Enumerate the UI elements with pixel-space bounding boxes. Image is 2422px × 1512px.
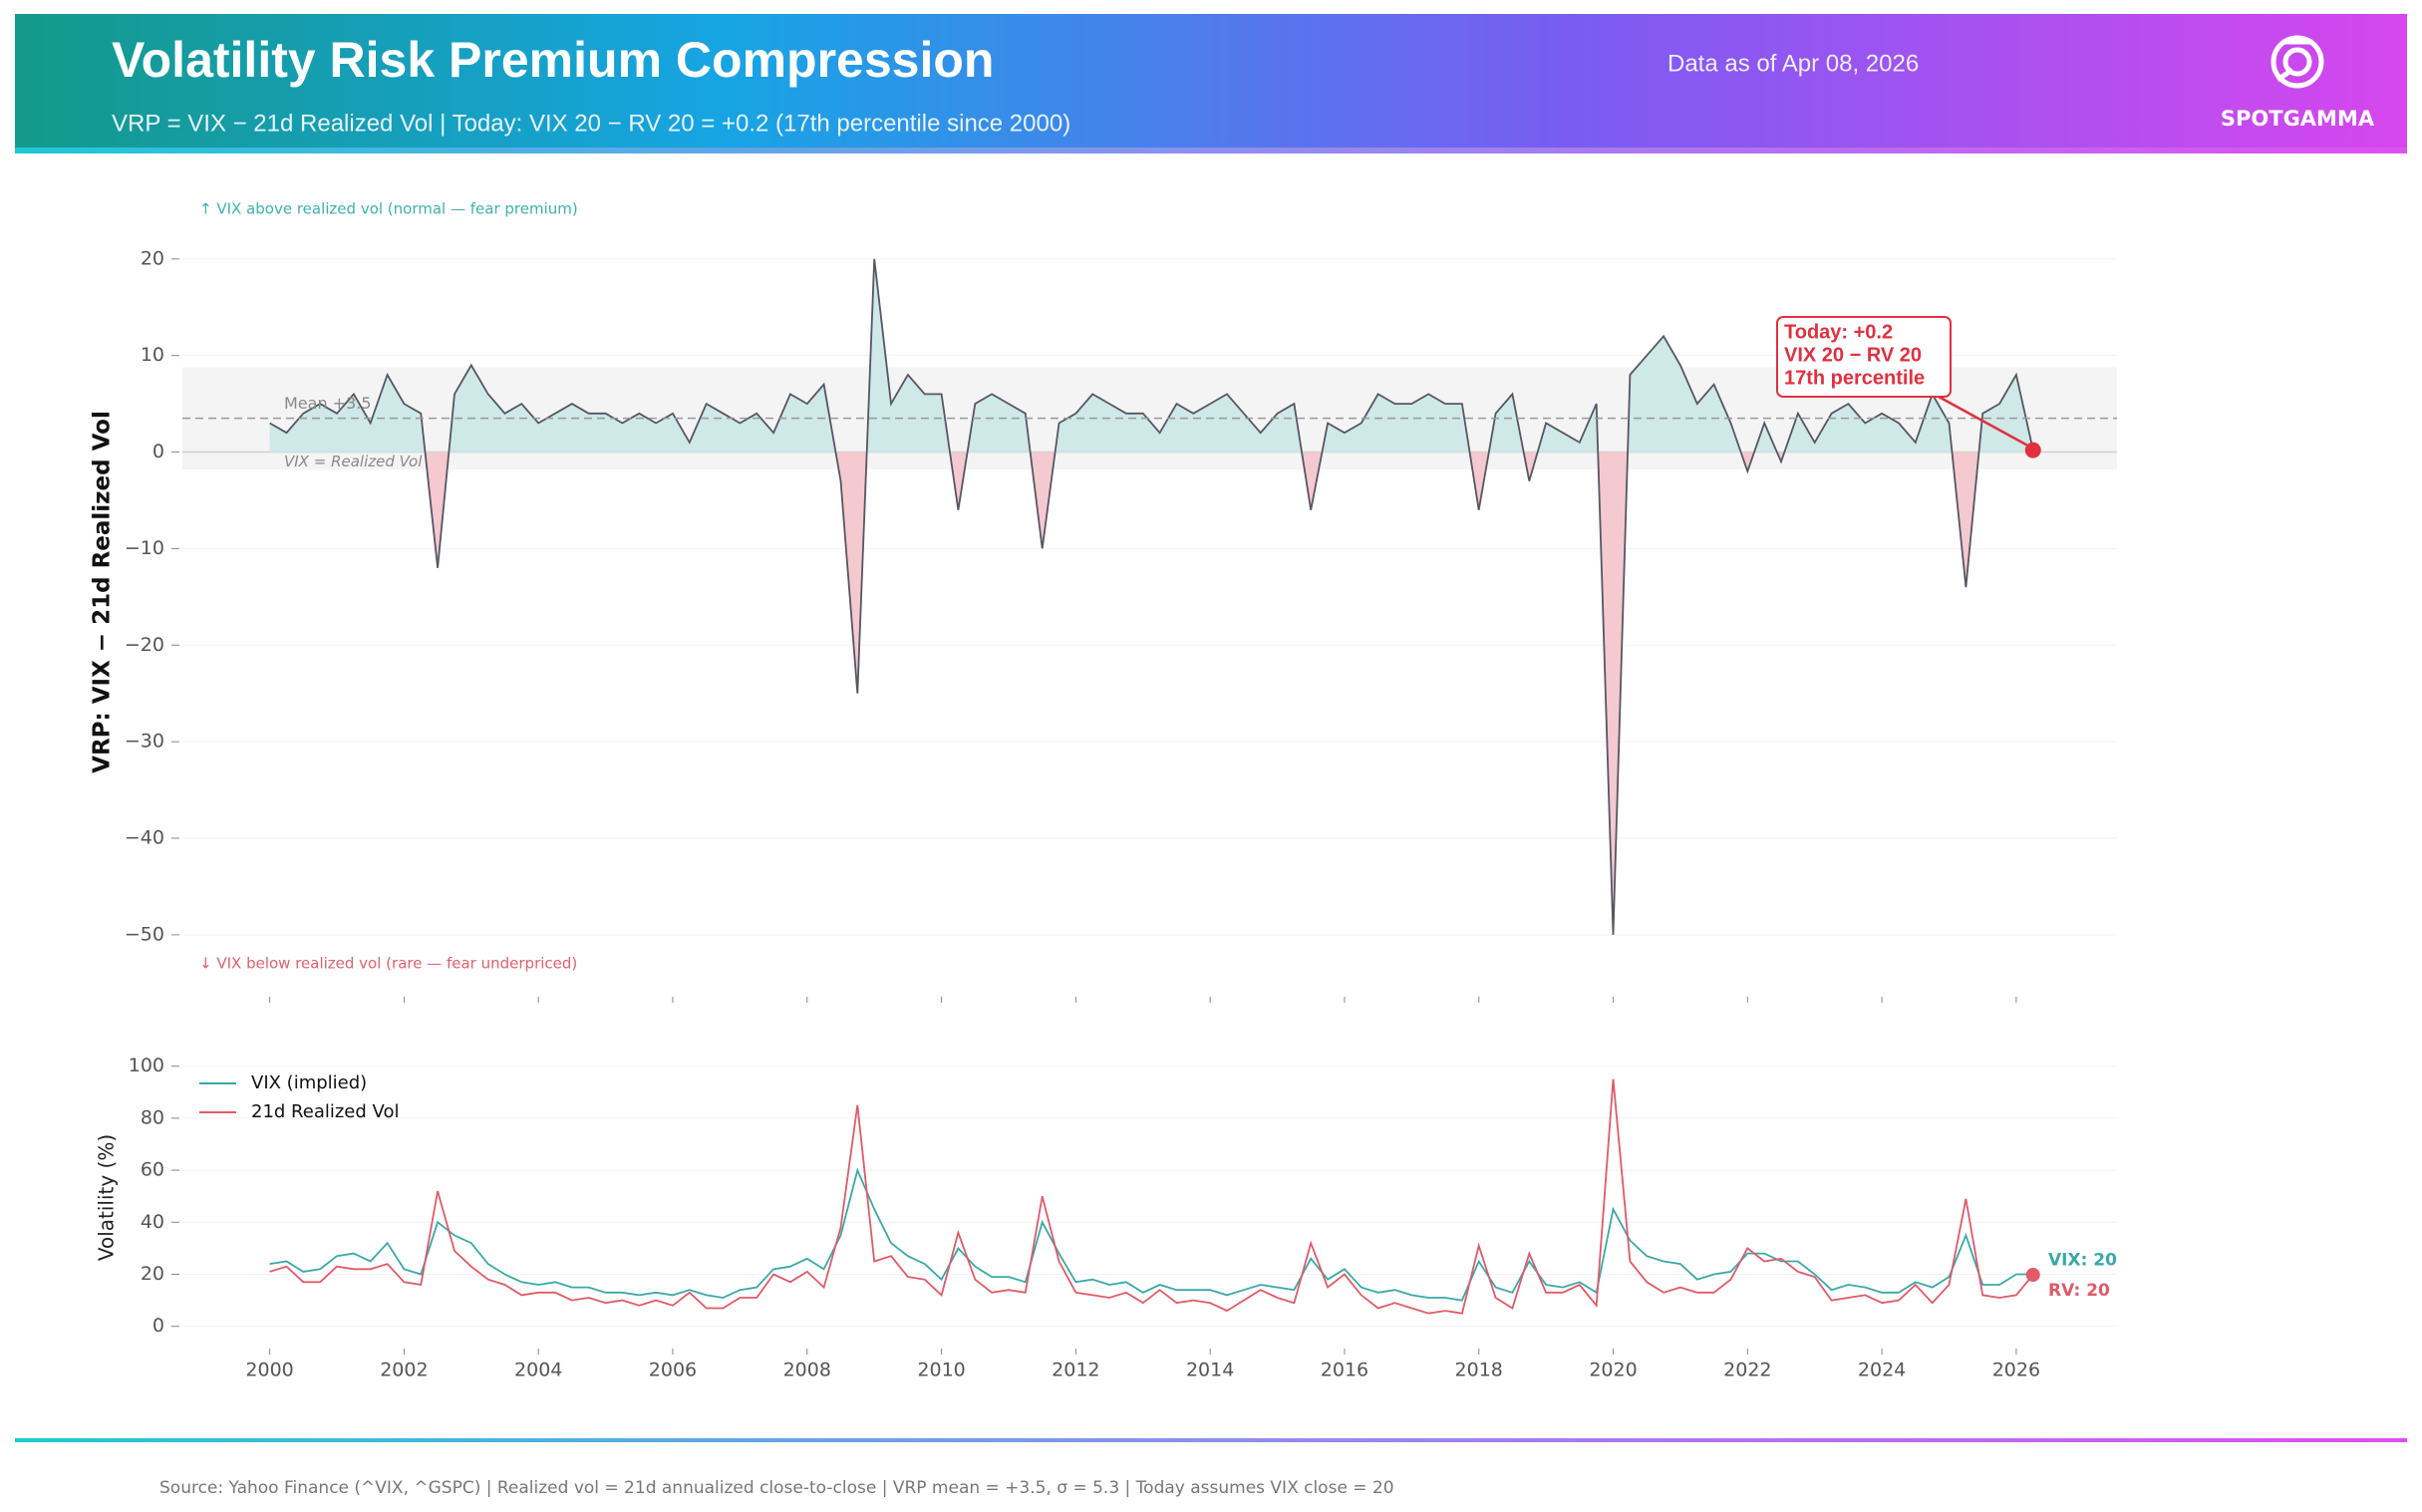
end-label: RV: 20 bbox=[2048, 1281, 2110, 1301]
y-tick-label: 10 bbox=[141, 344, 164, 366]
today-text: Today: +0.2 bbox=[1784, 321, 1893, 343]
today-text: 17th percentile bbox=[1784, 367, 1925, 389]
y-tick-label: 60 bbox=[141, 1159, 164, 1181]
y-tick-label: 40 bbox=[141, 1211, 164, 1233]
header-rule bbox=[15, 148, 2407, 153]
x-tick-label: 2006 bbox=[649, 1360, 697, 1381]
y-tick-label: −20 bbox=[125, 634, 164, 656]
x-tick-label: 2000 bbox=[245, 1360, 293, 1381]
y-tick-label: 20 bbox=[141, 247, 164, 269]
x-tick-label: 2014 bbox=[1186, 1360, 1234, 1381]
zero-label: VIX = Realized Vol bbox=[284, 453, 423, 470]
x-tick-label: 2012 bbox=[1052, 1360, 1099, 1381]
x-tick-label: 2010 bbox=[917, 1360, 965, 1381]
title: Volatility Risk Premium Compression bbox=[112, 32, 994, 88]
y-axis-label: VRP: VIX − 21d Realized Vol bbox=[90, 411, 116, 773]
logo-icon bbox=[2271, 35, 2324, 89]
y-tick-label: 0 bbox=[152, 441, 164, 462]
y-tick-label: 0 bbox=[152, 1315, 164, 1337]
area-below bbox=[425, 452, 1979, 935]
y-tick-label: −10 bbox=[125, 537, 164, 559]
vrp-line bbox=[269, 258, 2034, 935]
header-band bbox=[15, 14, 2407, 151]
date: Data as of Apr 08, 2026 bbox=[1667, 50, 1919, 77]
x-tick-label: 2008 bbox=[783, 1360, 831, 1381]
y-tick-label: 20 bbox=[141, 1263, 164, 1285]
x-tick-label: 2016 bbox=[1321, 1360, 1368, 1381]
subtitle: VRP = VIX − 21d Realized Vol | Today: VI… bbox=[112, 110, 1070, 137]
mean-label: Mean +3.5 bbox=[284, 394, 372, 413]
legend-label: 21d Realized Vol bbox=[251, 1101, 399, 1122]
x-tick-label: 2022 bbox=[1723, 1360, 1771, 1381]
end-point bbox=[2025, 1268, 2040, 1283]
source: Source: Yahoo Finance (^VIX, ^GSPC) | Re… bbox=[159, 1478, 1394, 1498]
series-line bbox=[269, 1167, 2033, 1302]
x-tick-label: 2026 bbox=[1992, 1360, 2040, 1381]
footer-rule bbox=[15, 1438, 2407, 1442]
y-axis-label: Volatility (%) bbox=[95, 1134, 119, 1261]
y-tick-label: 100 bbox=[129, 1055, 164, 1076]
x-tick-label: 2002 bbox=[380, 1360, 428, 1381]
x-tick-label: 2020 bbox=[1589, 1360, 1637, 1381]
today-box bbox=[1776, 316, 1952, 398]
today-arrow bbox=[1938, 395, 2028, 447]
series-line bbox=[269, 1078, 2034, 1315]
legend-label: VIX (implied) bbox=[251, 1072, 367, 1093]
x-tick-label: 2018 bbox=[1455, 1360, 1503, 1381]
x-tick-label: 2024 bbox=[1858, 1360, 1906, 1381]
area-above bbox=[269, 258, 2033, 453]
note-above: ↑ VIX above realized vol (normal — fear … bbox=[199, 200, 578, 218]
today-text: VIX 20 − RV 20 bbox=[1784, 344, 1922, 366]
y-tick-label: −40 bbox=[125, 827, 164, 849]
y-tick-label: −30 bbox=[125, 731, 164, 753]
y-tick-label: −50 bbox=[125, 923, 164, 945]
x-tick-label: 2004 bbox=[514, 1360, 562, 1381]
logo-text: SPOTGAMMA bbox=[2221, 107, 2375, 131]
y-tick-label: 80 bbox=[141, 1106, 164, 1128]
end-label: VIX: 20 bbox=[2048, 1251, 2117, 1271]
today-point bbox=[2024, 442, 2041, 458]
note-below: ↓ VIX below realized vol (rare — fear un… bbox=[199, 955, 577, 973]
